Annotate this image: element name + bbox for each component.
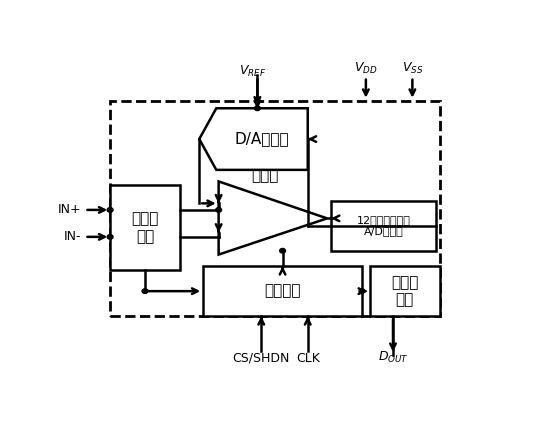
Text: CLK: CLK <box>296 352 320 365</box>
Text: 12位逐次逼近型
A/D转换器: 12位逐次逼近型 A/D转换器 <box>356 215 410 237</box>
Text: IN+: IN+ <box>58 203 82 216</box>
Text: 比较器: 比较器 <box>252 168 279 183</box>
Circle shape <box>142 289 148 293</box>
Circle shape <box>107 208 113 212</box>
Text: IN-: IN- <box>64 230 82 243</box>
Text: D/A转换器: D/A转换器 <box>235 132 289 147</box>
Bar <box>203 266 362 316</box>
Text: 移位寄
存器: 移位寄 存器 <box>391 275 418 307</box>
Bar <box>110 101 440 316</box>
Text: CS/SHDN: CS/SHDN <box>233 352 290 365</box>
Text: $D_{OUT}$: $D_{OUT}$ <box>377 349 408 365</box>
Bar <box>110 185 180 270</box>
Text: $V_{SS}$: $V_{SS}$ <box>402 61 423 76</box>
Text: 采样和
保持: 采样和 保持 <box>131 211 159 244</box>
Bar <box>370 266 440 316</box>
Polygon shape <box>219 181 327 255</box>
Circle shape <box>280 248 286 253</box>
Circle shape <box>359 289 365 293</box>
Text: $V_{REF}$: $V_{REF}$ <box>239 64 266 80</box>
Circle shape <box>107 234 113 239</box>
Circle shape <box>215 208 221 212</box>
Text: 控制逻辑: 控制逻辑 <box>264 284 301 298</box>
Text: $V_{DD}$: $V_{DD}$ <box>354 61 377 76</box>
Bar <box>331 201 436 251</box>
Circle shape <box>254 106 260 111</box>
Polygon shape <box>199 108 308 170</box>
